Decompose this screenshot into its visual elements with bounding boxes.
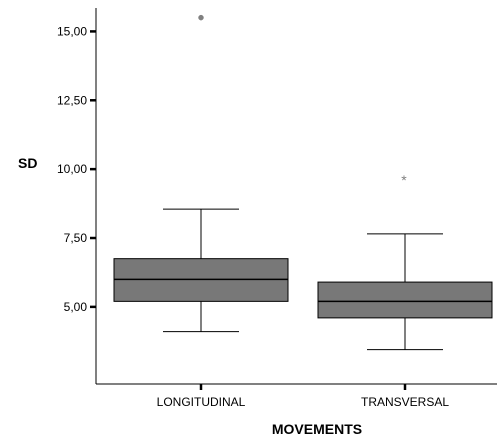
x-tick-label: LONGITUDINAL — [157, 395, 246, 409]
y-tick-label: 12,50 — [57, 93, 87, 107]
box-iqr — [317, 281, 493, 319]
y-tick-label: 10,00 — [57, 162, 87, 176]
y-tick-label: 7,50 — [64, 231, 88, 245]
box-transversal: * — [317, 172, 493, 351]
outlier-extreme-marker: * — [401, 172, 407, 188]
outlier-marker — [198, 14, 204, 21]
x-axis: LONGITUDINAL TRANSVERSAL — [96, 383, 497, 409]
box-longitudinal — [113, 14, 289, 333]
y-tick-label: 5,00 — [64, 300, 88, 314]
y-axis-title: SD — [18, 155, 37, 171]
x-tick-label: TRANSVERSAL — [361, 395, 449, 409]
y-axis: 5,00 7,50 10,00 12,50 15,00 — [57, 8, 97, 384]
x-axis-title: MOVEMENTS — [272, 421, 362, 437]
boxes-group: * — [113, 14, 493, 351]
y-tick-label: 15,00 — [57, 24, 87, 38]
